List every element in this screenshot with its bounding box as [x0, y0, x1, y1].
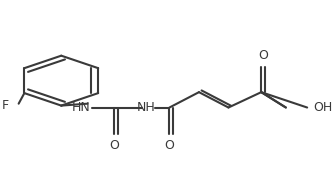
Text: OH: OH — [314, 101, 333, 114]
Text: O: O — [258, 49, 268, 62]
Text: NH: NH — [137, 101, 156, 114]
Text: O: O — [109, 139, 119, 152]
Text: F: F — [2, 99, 9, 112]
Text: O: O — [165, 139, 174, 152]
Text: HN: HN — [72, 101, 90, 114]
